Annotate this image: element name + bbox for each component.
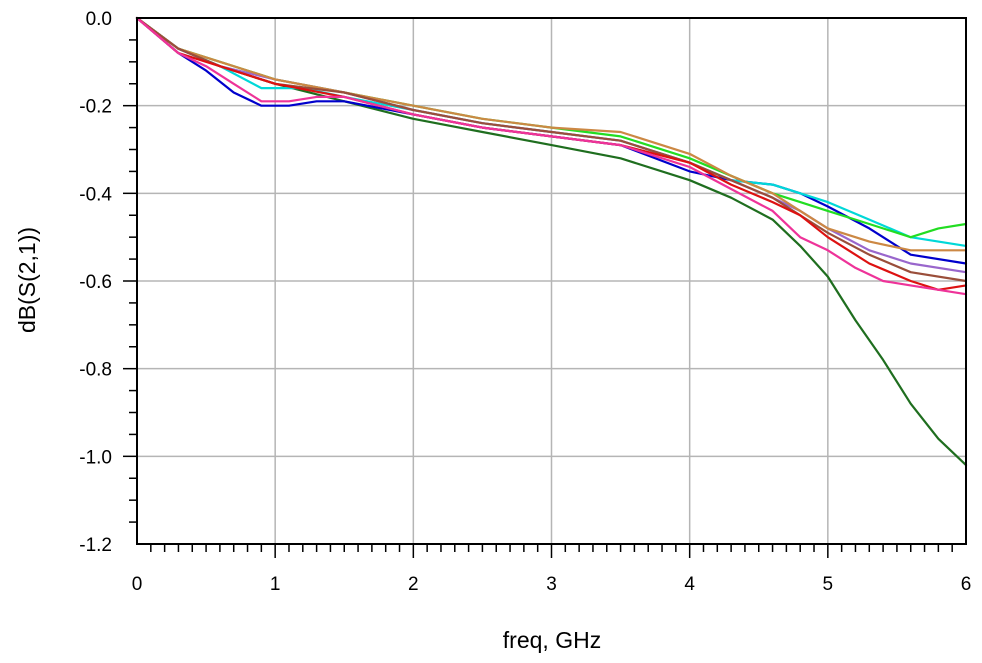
y-tick-label: -0.6	[79, 272, 112, 293]
x-axis-title: freq, GHz	[503, 627, 601, 653]
y-axis-title: dB(S(2,1))	[14, 227, 40, 333]
series-line-6	[135, 16, 968, 252]
x-tick-label: 4	[684, 574, 695, 595]
y-tick-label: -1.2	[79, 535, 112, 556]
x-tick-label: 5	[823, 574, 834, 595]
y-tick-label: -1.0	[79, 447, 112, 468]
series-line-9	[135, 16, 968, 296]
x-tick-label: 1	[270, 574, 281, 595]
x-tick-label: 0	[132, 574, 143, 595]
y-tick-label: 0.0	[86, 9, 112, 30]
grid	[136, 17, 967, 545]
x-tick-label: 6	[961, 574, 972, 595]
y-tick-label: -0.4	[79, 184, 112, 205]
y-tick-label: -0.2	[79, 97, 112, 118]
y-tick-label: -0.8	[79, 360, 112, 381]
tick-labels: 0 1 2 3 4 5 6 0.0 -0.2 -0.4 -0.6 -0.8 -1.0 -1.2	[79, 9, 971, 595]
plot-frame	[136, 17, 967, 545]
x-tick-label: 3	[546, 574, 557, 595]
series-line-8	[135, 16, 968, 291]
series-lines	[135, 16, 968, 467]
minor-ticks	[123, 39, 953, 558]
x-tick-label: 2	[408, 574, 419, 595]
